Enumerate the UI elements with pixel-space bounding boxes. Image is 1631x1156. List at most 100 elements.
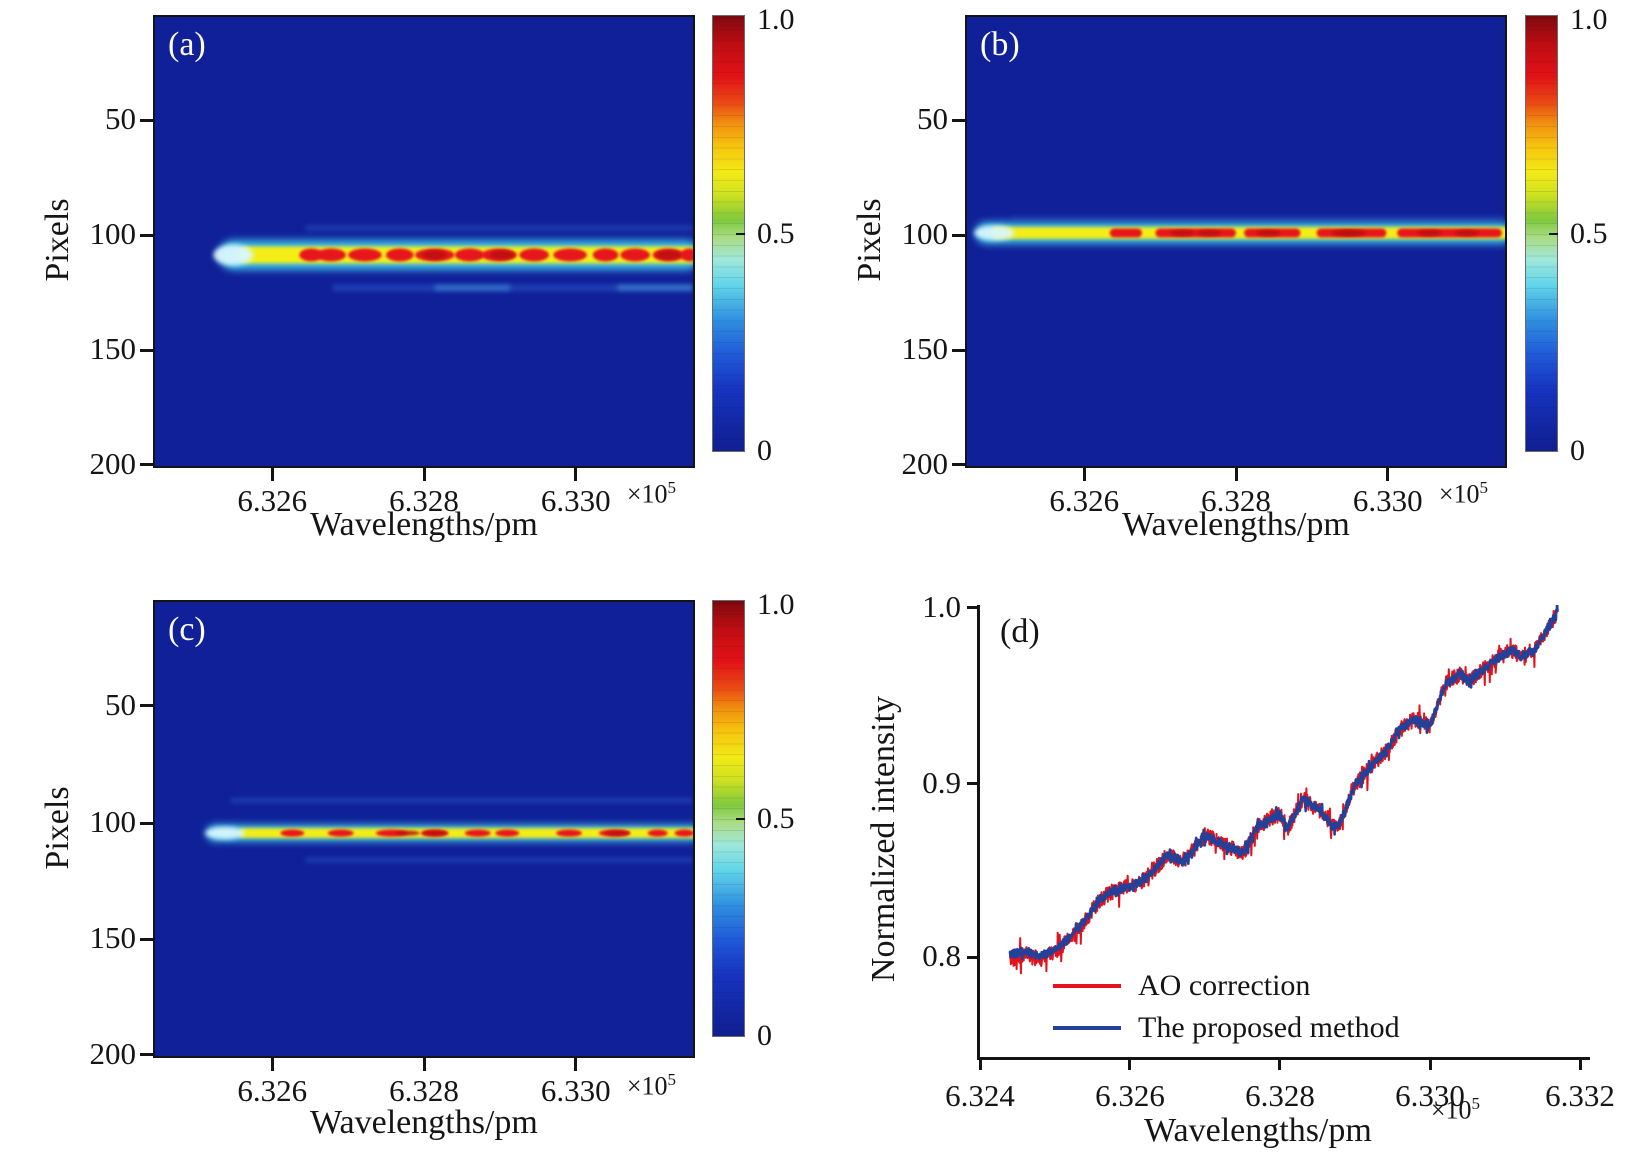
colorbar-tick-label: 1.0	[1570, 3, 1608, 36]
y-tick-label: 100	[89, 216, 137, 252]
x-tick-label: 6.330	[540, 483, 611, 518]
legend-swatch-proposed-method	[1053, 1026, 1121, 1030]
legend-swatch-ao-correction	[1053, 984, 1121, 988]
x-tick-mark	[1234, 468, 1238, 481]
d-x-axis-line	[977, 1057, 1590, 1060]
x-tick-label: 6.330	[1352, 483, 1423, 518]
y-tick-label: 150	[89, 920, 137, 956]
x-tick-label: 6.326	[1095, 1078, 1165, 1113]
x-tick-mark	[574, 1058, 578, 1071]
x-tick-mark	[978, 1057, 982, 1070]
x-axis-label-b: Wavelengths/pm	[1122, 506, 1350, 543]
y-tick-mark	[140, 463, 153, 467]
x-tick-mark	[1386, 468, 1390, 481]
offset-base: ×10	[626, 1071, 668, 1101]
y-tick-mark	[967, 782, 980, 786]
y-tick-label: 50	[917, 101, 948, 137]
y-tick-label: 100	[901, 216, 949, 252]
heatmap-c	[153, 600, 695, 1058]
x-tick-label: 6.330	[1395, 1078, 1465, 1113]
colorbar-tick-mark	[736, 817, 745, 820]
legend-label-ao-correction: AO correction	[1138, 969, 1311, 1002]
x-tick-mark	[1578, 1057, 1582, 1070]
colorbar-tick-mark	[1549, 232, 1558, 235]
y-tick-label: 150	[901, 331, 949, 367]
x-tick-mark	[1428, 1057, 1432, 1070]
offset-exp: 5	[667, 1070, 677, 1089]
y-tick-mark	[140, 233, 153, 237]
offset-exp: 5	[1471, 1094, 1481, 1113]
y-tick-label: 200	[89, 1035, 137, 1071]
colorbar-tick-label: 0	[1570, 434, 1585, 467]
heatmap-b	[965, 15, 1507, 468]
y-axis-label-d: Normalized intensity	[865, 695, 902, 983]
y-tick-mark	[967, 955, 980, 959]
x-axis-label-c: Wavelengths/pm	[310, 1104, 538, 1141]
axis-offset-c: ×105	[540, 1070, 676, 1102]
colorbar-tick-label: 0.5	[757, 216, 795, 250]
y-tick-mark	[140, 1053, 153, 1057]
x-tick-mark	[1278, 1057, 1282, 1070]
x-tick-label: 6.328	[1201, 483, 1271, 518]
colorbar-tick-label: 0	[757, 434, 772, 467]
x-axis-label-d: Wavelengths/pm	[1144, 1112, 1372, 1149]
y-tick-label: 200	[89, 445, 137, 481]
legend-label-proposed-method: The proposed method	[1138, 1011, 1400, 1044]
x-tick-label: 6.332	[1545, 1078, 1615, 1113]
heatmap-a	[153, 15, 695, 468]
x-tick-label: 6.326	[237, 483, 308, 518]
y-tick-mark	[140, 937, 153, 941]
y-tick-mark	[952, 463, 965, 467]
offset-base: ×10	[1430, 1095, 1472, 1125]
offset-exp: 5	[1479, 478, 1489, 497]
y-tick-mark	[952, 233, 965, 237]
y-tick-mark	[140, 118, 153, 122]
y-tick-label: 150	[89, 331, 137, 367]
offset-base: ×10	[1438, 479, 1480, 509]
colorbar-tick-mark	[736, 232, 745, 235]
y-tick-mark	[952, 348, 965, 352]
y-tick-label: 0.8	[922, 938, 961, 974]
y-tick-mark	[140, 704, 153, 708]
y-tick-mark	[952, 118, 965, 122]
axis-offset-d: ×105	[1340, 1094, 1480, 1126]
x-tick-mark	[422, 468, 426, 481]
y-tick-label: 1.0	[922, 588, 961, 624]
y-tick-label: 50	[105, 686, 136, 722]
offset-exp: 5	[667, 478, 677, 497]
x-tick-label: 6.328	[1245, 1078, 1315, 1113]
colorbar-tick-label: 0.5	[757, 801, 795, 835]
x-tick-mark	[574, 468, 578, 481]
x-axis-label-a: Wavelengths/pm	[310, 506, 538, 543]
panel-letter-c: (c)	[168, 611, 206, 648]
d-y-axis-line	[977, 605, 980, 1060]
x-tick-label: 6.328	[389, 483, 459, 518]
x-tick-label: 6.328	[389, 1073, 459, 1108]
x-tick-label: 6.326	[1049, 483, 1120, 518]
axis-offset-a: ×105	[540, 478, 676, 510]
colorbar-tick-label: 1.0	[757, 3, 795, 36]
panel-letter-b: (b)	[980, 26, 1020, 63]
axis-offset-b: ×105	[1352, 478, 1488, 510]
x-tick-label: 6.324	[945, 1078, 1015, 1113]
y-tick-mark	[140, 821, 153, 825]
y-tick-label: 100	[89, 804, 137, 840]
colorbar-tick-label: 0.5	[1570, 216, 1608, 250]
y-tick-label: 0.9	[922, 764, 961, 800]
line-chart-d	[1008, 605, 1559, 975]
x-tick-mark	[1128, 1057, 1132, 1070]
x-tick-mark	[422, 1058, 426, 1071]
panel-letter-d: (d)	[1000, 613, 1040, 650]
y-tick-mark	[140, 348, 153, 352]
x-tick-label: 6.330	[540, 1073, 611, 1108]
y-tick-label: 50	[105, 101, 136, 137]
x-tick-label: 6.326	[237, 1073, 308, 1108]
colorbar-tick-label: 0	[757, 1019, 772, 1052]
x-tick-mark	[1082, 468, 1086, 481]
x-tick-mark	[270, 468, 274, 481]
y-tick-mark	[967, 606, 980, 610]
y-tick-label: 200	[901, 445, 949, 481]
x-tick-mark	[270, 1058, 274, 1071]
offset-base: ×10	[626, 479, 668, 509]
